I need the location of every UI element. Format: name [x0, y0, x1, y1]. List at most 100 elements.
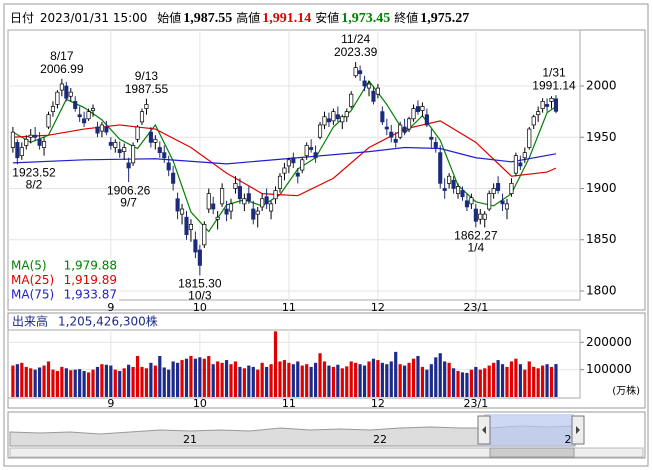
x-tick-label: 12 — [371, 397, 385, 410]
volume-bar — [389, 361, 393, 397]
volume-bar — [523, 369, 527, 397]
candle-body — [540, 101, 545, 109]
volume-bar — [64, 368, 68, 397]
volume-bar — [95, 366, 100, 397]
volume-bar — [131, 366, 135, 397]
candle-body — [15, 142, 20, 159]
volume-bar — [158, 355, 162, 397]
candle-body — [447, 175, 452, 184]
x-tick-label: 11 — [282, 397, 296, 410]
field-value: 1,973.45 — [341, 11, 391, 26]
candle-body — [389, 131, 394, 138]
candle-body — [148, 131, 153, 143]
candle-body — [264, 196, 269, 205]
candle-body — [33, 134, 38, 138]
candle-body — [153, 138, 158, 143]
volume-bar — [229, 364, 233, 397]
candle-body — [273, 190, 278, 200]
candle-body — [478, 213, 483, 220]
navigator-selection[interactable] — [484, 414, 574, 446]
candle-body — [269, 203, 274, 212]
candle-body — [37, 138, 42, 146]
candle-body — [215, 216, 220, 220]
volume-bar — [545, 364, 549, 397]
volume-bar — [398, 364, 402, 397]
volume-bar — [362, 365, 367, 397]
candle-body — [309, 147, 314, 150]
volume-bar — [140, 366, 144, 397]
datetime: 2023/01/31 15:00 — [39, 11, 148, 25]
volume-bar — [429, 364, 433, 397]
volume-bar — [282, 360, 287, 397]
volume-bar — [527, 361, 531, 397]
volume-bar — [300, 365, 304, 397]
candle-body — [464, 200, 469, 208]
candle-body — [46, 114, 51, 128]
candle-body — [469, 197, 474, 205]
volume-bar — [167, 369, 171, 397]
candle-body — [313, 152, 318, 159]
scrollbar[interactable] — [9, 447, 644, 458]
volume-bar — [465, 372, 469, 397]
volume-bar — [216, 361, 220, 397]
candle-body — [398, 124, 403, 138]
volume-bar — [496, 360, 500, 397]
candle-body — [68, 91, 73, 97]
candle-body — [233, 183, 238, 189]
candle-body — [42, 141, 47, 148]
volume-bar — [100, 364, 104, 397]
volume-bar — [340, 368, 344, 397]
candle-body — [19, 147, 24, 157]
volume-bar — [55, 371, 60, 397]
volume-bar — [460, 372, 465, 397]
candle-body — [473, 208, 478, 222]
volume-bar — [260, 362, 264, 397]
candle-body — [455, 186, 461, 194]
annotation-value: 1906.26 — [107, 183, 151, 197]
volume-bar — [113, 369, 117, 397]
candle-body — [518, 162, 523, 167]
candle-body — [304, 145, 309, 157]
volume-bar — [322, 361, 327, 397]
candle-body — [277, 175, 283, 189]
candle-body — [482, 213, 487, 220]
volume-bar — [456, 371, 460, 397]
volume-bar — [86, 372, 91, 397]
candle-body — [162, 152, 167, 159]
volume-bar — [296, 361, 300, 397]
volume-bar — [305, 364, 309, 397]
volume-bar — [224, 360, 229, 397]
legend-name: MA(25) — [11, 273, 54, 287]
y-tick-label: 1800 — [586, 283, 617, 297]
candle-body — [122, 147, 127, 152]
volume-bar — [38, 367, 42, 397]
volume-bar — [478, 369, 482, 397]
scrollbar-thumb[interactable] — [489, 447, 575, 458]
candle-body — [184, 216, 189, 235]
quote-header: 日付 2023/01/31 15:00 始値 1,987.55 高値 1,991.14… — [10, 9, 473, 27]
candle-body — [553, 98, 559, 112]
y-tick-label: 1950 — [586, 130, 617, 144]
volume-bar — [434, 357, 438, 397]
x-tick-label: 10 — [193, 397, 207, 410]
legend-value: 1,933.87 — [64, 288, 117, 302]
x-tick-label: 10 — [193, 301, 207, 314]
annotation-value: 1862.27 — [454, 228, 498, 242]
volume-bar — [60, 366, 64, 397]
volume-bar — [469, 369, 473, 397]
candle-body — [59, 83, 64, 91]
candle-body — [291, 157, 296, 164]
candle-body — [317, 124, 323, 138]
field-value: 1,987.55 — [183, 11, 233, 26]
candle-body — [500, 200, 505, 205]
candle-body — [433, 142, 438, 148]
volume-bar — [104, 364, 108, 397]
candle-body — [496, 183, 501, 191]
volume-bar — [416, 355, 420, 397]
volume-bar — [184, 358, 189, 397]
candle-body — [166, 162, 171, 171]
candle-body — [384, 126, 389, 130]
volume-bar — [11, 365, 15, 397]
annotation-value: 2006.99 — [40, 62, 84, 76]
